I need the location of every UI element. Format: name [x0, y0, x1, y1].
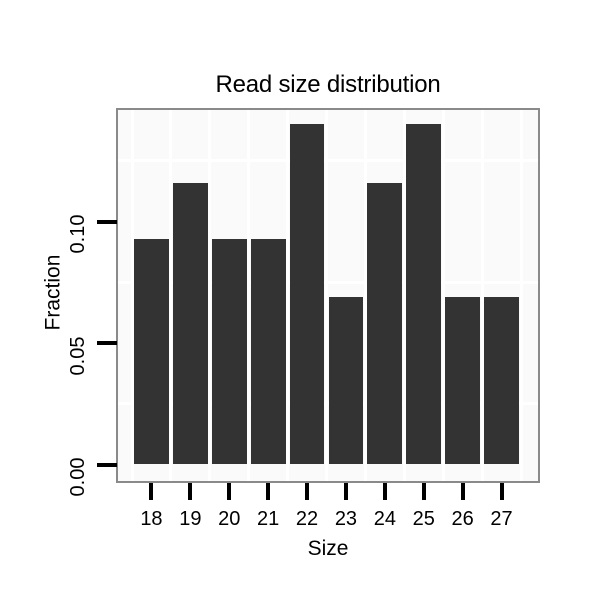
bar — [406, 124, 442, 465]
x-tick-label: 18 — [140, 508, 163, 530]
gridline-h — [118, 159, 538, 163]
gridline-v — [325, 110, 328, 481]
x-tick-mark — [460, 483, 465, 500]
bar — [250, 238, 286, 465]
gridline-v — [247, 110, 251, 481]
y-tick-mark — [97, 462, 117, 467]
bar — [289, 124, 325, 465]
plot-panel — [116, 108, 540, 483]
gridline-v — [286, 110, 290, 481]
y-tick-label: 0.05 — [67, 336, 89, 375]
y-tick-label: 0.10 — [67, 214, 89, 254]
x-tick-label: 25 — [412, 508, 435, 530]
y-tick-mark — [97, 219, 117, 224]
bar — [172, 182, 208, 465]
gridline-v — [130, 110, 134, 481]
gridline-v — [441, 110, 445, 481]
chart-title: Read size distribution — [215, 71, 441, 98]
gridline-v — [363, 110, 367, 481]
x-tick-mark — [227, 483, 232, 500]
gridline-h — [118, 402, 538, 406]
gridline-v — [480, 110, 484, 481]
x-tick-label: 26 — [451, 508, 474, 530]
x-tick-mark — [188, 483, 193, 500]
x-tick-mark — [499, 483, 504, 500]
x-tick-mark — [343, 483, 348, 500]
x-tick-mark — [382, 483, 387, 500]
gridline-h — [118, 280, 538, 284]
bar — [484, 296, 519, 465]
x-tick-label: 27 — [490, 508, 513, 530]
gridline-v — [208, 110, 212, 481]
x-tick-label: 24 — [373, 508, 396, 530]
x-tick-label: 20 — [218, 508, 241, 530]
x-tick-label: 23 — [334, 508, 358, 530]
x-tick-mark — [305, 483, 310, 500]
x-tick-mark — [149, 483, 154, 500]
x-tick-mark — [266, 483, 271, 500]
bar — [445, 296, 481, 465]
gridline-v — [519, 110, 523, 481]
bar — [367, 182, 403, 465]
bar — [328, 296, 364, 465]
x-tick-label: 19 — [179, 508, 202, 530]
x-tick-label: 22 — [295, 508, 319, 530]
x-tick-label: 21 — [257, 508, 280, 530]
bar — [134, 238, 169, 465]
y-axis-title: Fraction — [41, 254, 65, 331]
gridline-v — [169, 110, 173, 481]
x-axis-title: Size — [307, 537, 349, 560]
x-tick-mark — [421, 483, 426, 500]
y-tick-mark — [97, 341, 117, 345]
gridline-v — [402, 110, 406, 481]
y-tick-label: 0.00 — [67, 457, 89, 497]
bar — [211, 238, 247, 465]
